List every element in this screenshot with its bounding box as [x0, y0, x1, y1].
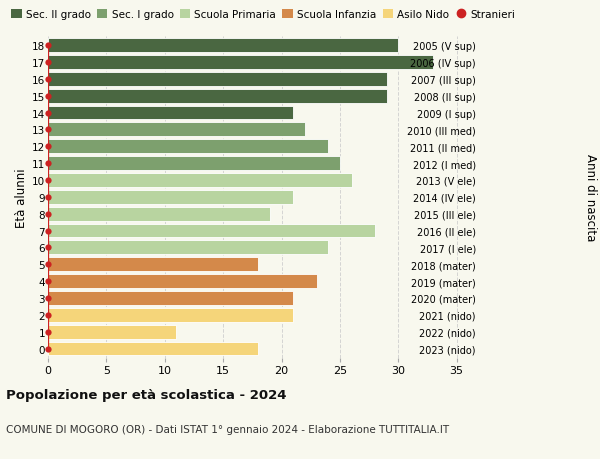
Bar: [48, 56, 433, 70]
Bar: [48, 274, 317, 288]
Bar: [48, 258, 258, 272]
Bar: [48, 190, 293, 204]
Bar: [48, 123, 305, 137]
Y-axis label: Età alunni: Età alunni: [15, 168, 28, 227]
Bar: [48, 224, 375, 238]
Bar: [48, 39, 398, 53]
Text: Anni di nascita: Anni di nascita: [584, 154, 597, 241]
Bar: [48, 140, 328, 154]
Legend: Sec. II grado, Sec. I grado, Scuola Primaria, Scuola Infanzia, Asilo Nido, Stran: Sec. II grado, Sec. I grado, Scuola Prim…: [11, 10, 515, 20]
Bar: [48, 308, 293, 322]
Bar: [48, 106, 293, 120]
Bar: [48, 174, 352, 187]
Bar: [48, 342, 258, 356]
Bar: [48, 157, 340, 171]
Bar: [48, 241, 328, 255]
Bar: [48, 73, 386, 86]
Text: COMUNE DI MOGORO (OR) - Dati ISTAT 1° gennaio 2024 - Elaborazione TUTTITALIA.IT: COMUNE DI MOGORO (OR) - Dati ISTAT 1° ge…: [6, 425, 449, 435]
Bar: [48, 291, 293, 305]
Bar: [48, 207, 270, 221]
Text: Popolazione per età scolastica - 2024: Popolazione per età scolastica - 2024: [6, 388, 287, 401]
Bar: [48, 90, 386, 103]
Bar: [48, 325, 176, 339]
